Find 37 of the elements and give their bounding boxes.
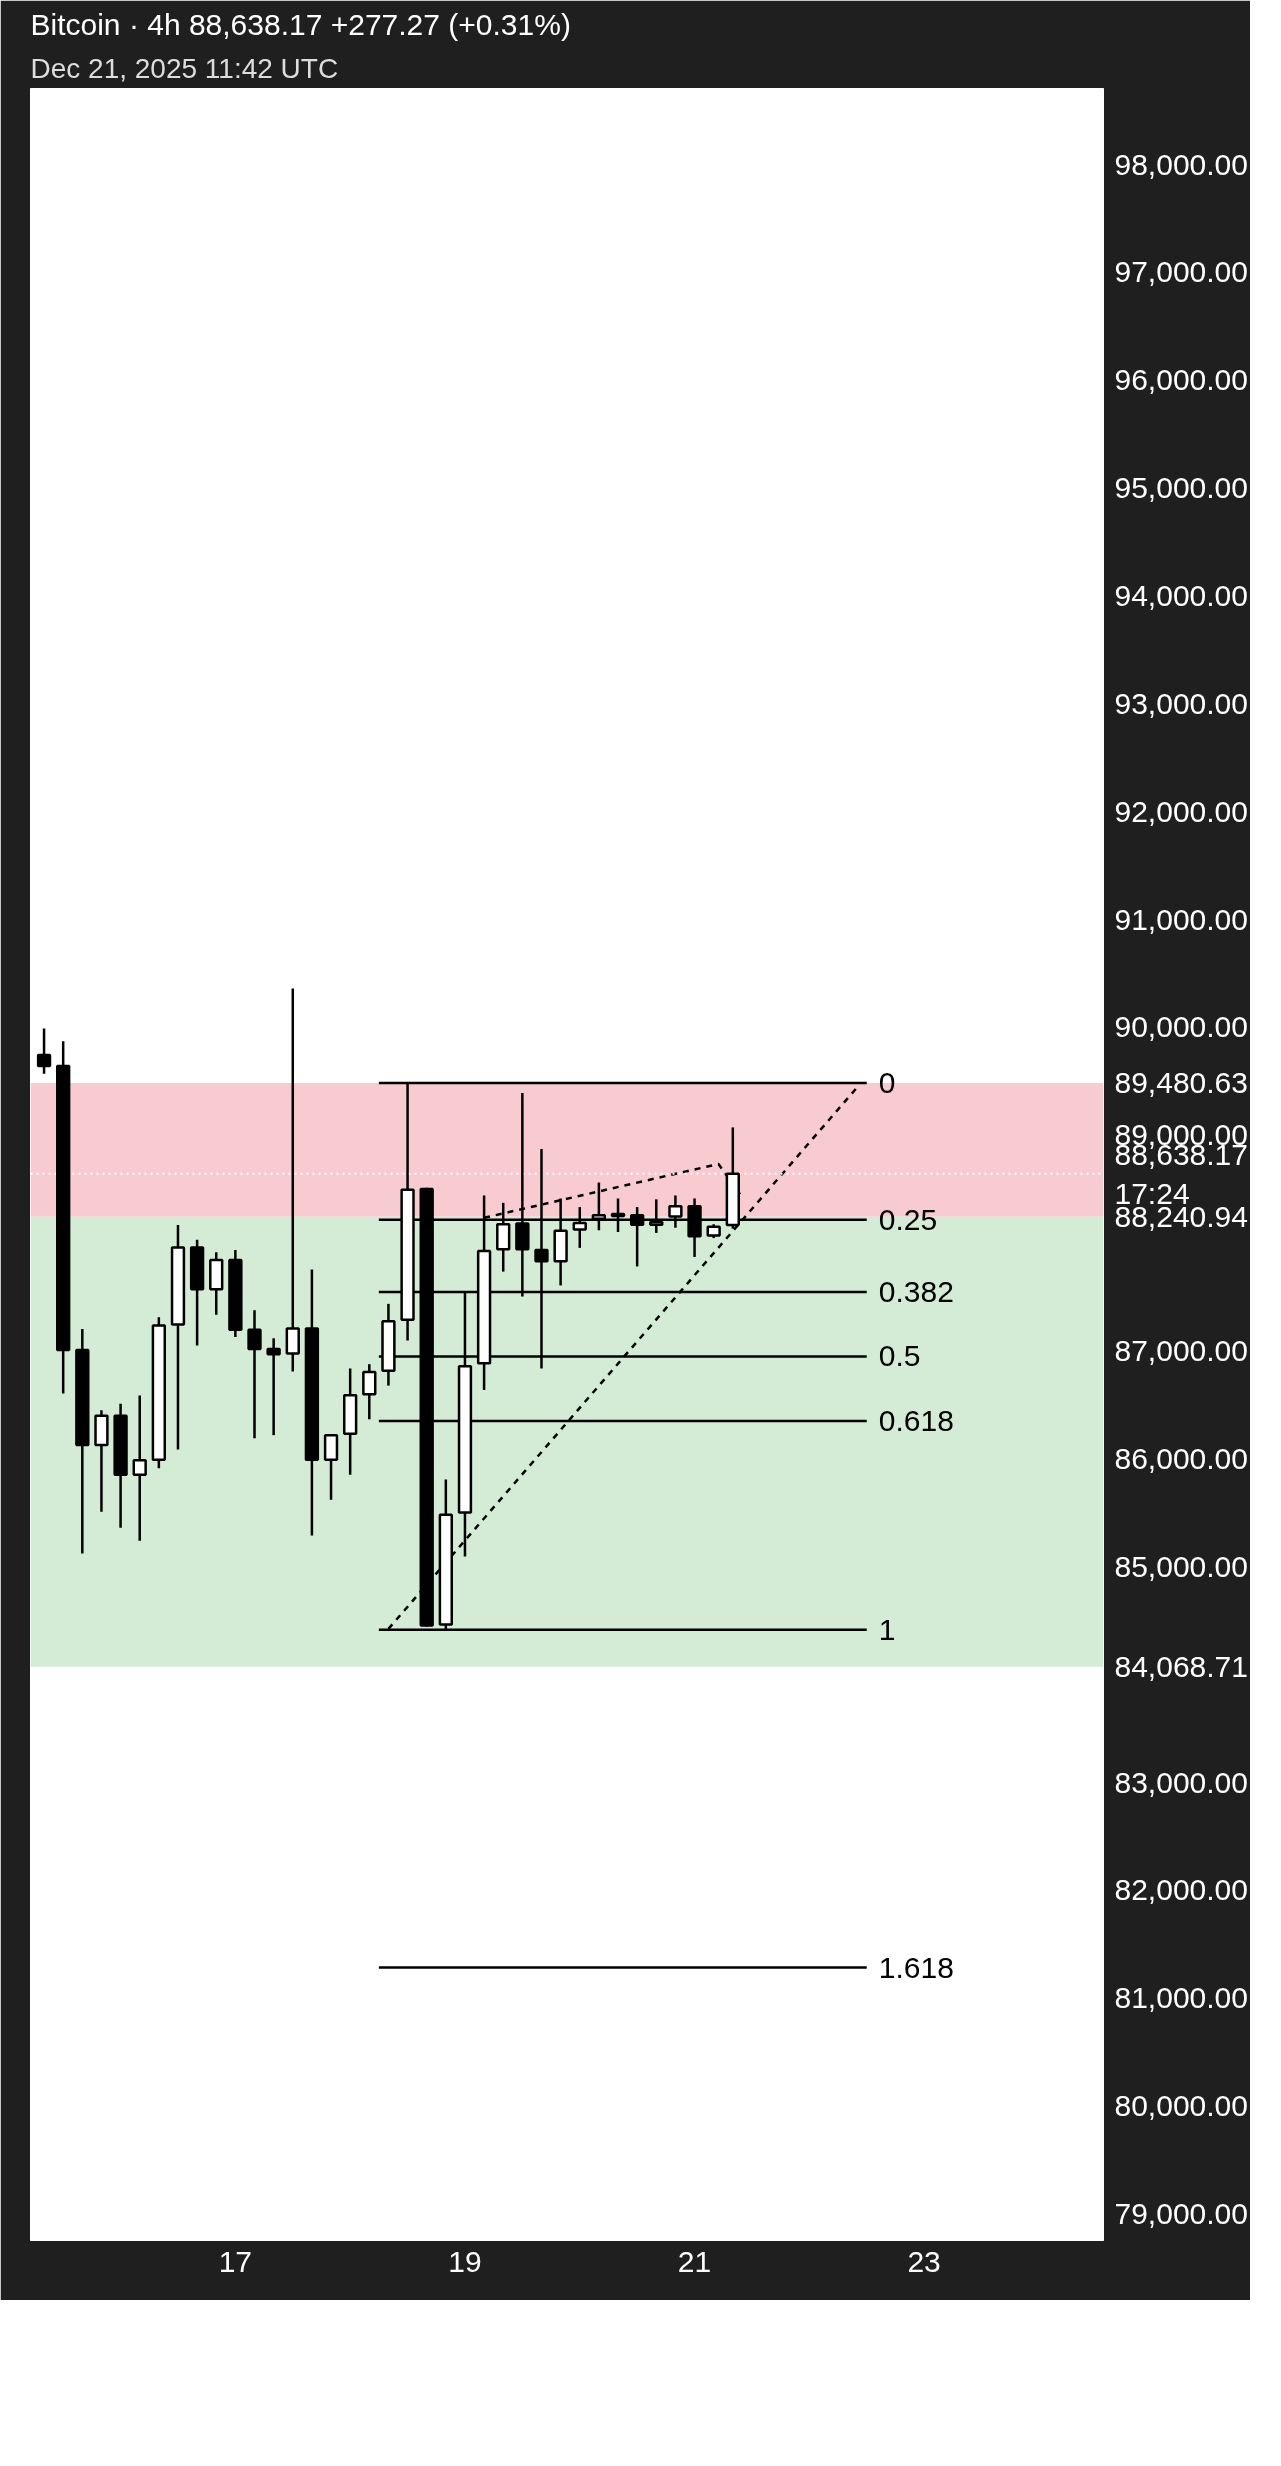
y-tick-label: 84,068.71	[1114, 1650, 1248, 1684]
series-label: 0.25	[878, 1202, 938, 1236]
y-tick-label: 97,000.00	[1114, 255, 1248, 289]
series-label: 0.618	[878, 1403, 954, 1437]
series-label: 0.382	[878, 1274, 954, 1308]
y-tick-label: 93,000.00	[1114, 686, 1248, 720]
y-tick-label: 83,000.00	[1114, 1765, 1248, 1799]
candlestick	[266, 1337, 281, 1437]
candlestick	[362, 1362, 377, 1421]
y-tick-label: 86,000.00	[1114, 1441, 1248, 1475]
y-tick-label: 94,000.00	[1114, 578, 1248, 612]
candlestick	[247, 1309, 262, 1440]
y-tick-label: 90,000.00	[1114, 1010, 1248, 1044]
y-tick-label: 91,000.00	[1114, 902, 1248, 936]
series-label: 1.618	[878, 1950, 954, 1984]
candlestick	[132, 1394, 147, 1542]
x-tick-label: 17	[218, 2244, 253, 2278]
x-tick-label: 19	[448, 2244, 482, 2278]
y-tick-label: 87,000.00	[1114, 1334, 1248, 1368]
y-tick-label: 96,000.00	[1114, 363, 1248, 397]
series-label: 0.5	[878, 1339, 921, 1373]
series-label: 1	[878, 1612, 896, 1646]
y-tick-label: 92,000.00	[1114, 794, 1248, 828]
y-tick-label: 95,000.00	[1114, 471, 1248, 505]
series-label: 0	[878, 1066, 896, 1100]
y-tick-label: 80,000.00	[1114, 2089, 1248, 2123]
x-tick-label: 23	[907, 2244, 941, 2278]
y-tick-label: 79,000.00	[1114, 2197, 1248, 2231]
y-tick-label: 81,000.00	[1114, 1981, 1248, 2015]
y-tick-label: 82,000.00	[1114, 1873, 1248, 1907]
candlestick	[36, 1027, 52, 1075]
y-tick-label: 85,000.00	[1114, 1549, 1248, 1583]
y-tick-label: 98,000.00	[1114, 147, 1248, 181]
chart-title: Bitcoin · 4h 88,638.17 +277.27 (+0.31%)	[30, 7, 571, 41]
y-tick-label: 89,480.63	[1114, 1066, 1248, 1100]
chart-subtitle: Dec 21, 2025 11:42 UTC	[30, 52, 339, 84]
x-tick-label: 21	[677, 2244, 712, 2278]
